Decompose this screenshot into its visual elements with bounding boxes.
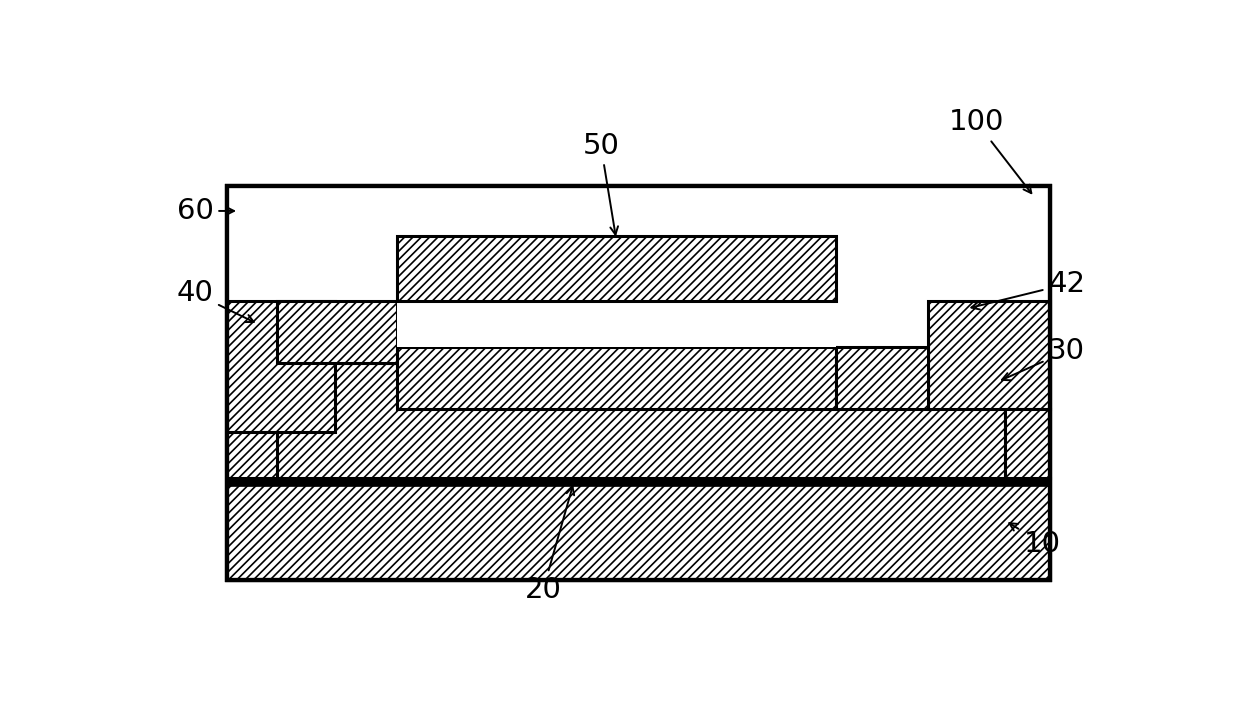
Text: 20: 20 [525, 487, 574, 604]
Text: 42: 42 [971, 270, 1085, 310]
Text: 30: 30 [1002, 337, 1085, 380]
Text: 10: 10 [1009, 523, 1060, 557]
Bar [228, 186, 1049, 478]
Bar [227, 478, 1050, 486]
Bar [836, 347, 928, 409]
Bar [227, 186, 1050, 580]
Bar [227, 186, 296, 478]
Bar [397, 347, 836, 409]
Bar [928, 301, 1050, 409]
Bar [227, 432, 278, 478]
Bar [227, 478, 1050, 580]
Bar [397, 301, 836, 347]
Bar [227, 301, 335, 432]
Text: 100: 100 [949, 108, 1032, 193]
Text: 60: 60 [176, 197, 234, 225]
Bar [227, 186, 1050, 580]
Text: 40: 40 [176, 279, 254, 322]
Bar [227, 186, 1050, 580]
Bar [981, 186, 1050, 478]
Bar [397, 236, 836, 301]
Bar [227, 186, 1050, 301]
Bar [278, 301, 397, 362]
Bar [278, 362, 1006, 478]
Bar [1006, 409, 1050, 478]
Text: 50: 50 [583, 132, 619, 234]
